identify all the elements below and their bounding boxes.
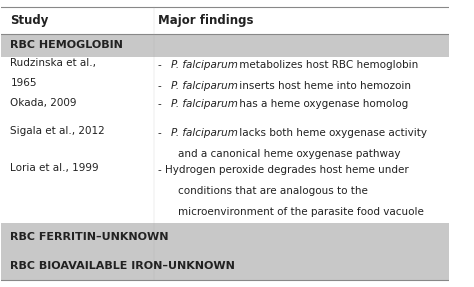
Text: RBC FERRITIN–UNKNOWN: RBC FERRITIN–UNKNOWN	[10, 232, 169, 242]
Text: metabolizes host RBC hemoglobin: metabolizes host RBC hemoglobin	[237, 60, 419, 70]
Text: and a canonical heme oxygenase pathway: and a canonical heme oxygenase pathway	[178, 149, 401, 159]
Text: P. falciparum: P. falciparum	[172, 100, 238, 109]
Text: -: -	[158, 60, 165, 70]
Text: Sigala et al., 2012: Sigala et al., 2012	[10, 127, 105, 136]
Text: P. falciparum: P. falciparum	[172, 128, 238, 138]
Text: Major findings: Major findings	[158, 14, 254, 27]
Text: conditions that are analogous to the: conditions that are analogous to the	[178, 186, 368, 196]
Text: Rudzinska et al.,: Rudzinska et al.,	[10, 58, 96, 68]
Text: inserts host heme into hemozoin: inserts host heme into hemozoin	[237, 81, 411, 91]
Text: - Hydrogen peroxide degrades host heme under: - Hydrogen peroxide degrades host heme u…	[158, 165, 409, 175]
Text: lacks both heme oxygenase activity: lacks both heme oxygenase activity	[237, 128, 428, 138]
FancyBboxPatch shape	[1, 223, 449, 251]
Text: -: -	[158, 100, 165, 109]
Text: -: -	[158, 81, 165, 91]
Text: RBC BIOAVAILABLE IRON–UNKNOWN: RBC BIOAVAILABLE IRON–UNKNOWN	[10, 261, 235, 271]
Text: microenvironment of the parasite food vacuole: microenvironment of the parasite food va…	[178, 208, 424, 218]
FancyBboxPatch shape	[1, 34, 449, 57]
Text: 1965: 1965	[10, 78, 37, 88]
Text: P. falciparum: P. falciparum	[172, 60, 238, 70]
Text: RBC HEMOGLOBIN: RBC HEMOGLOBIN	[10, 40, 123, 51]
Text: Study: Study	[10, 14, 49, 27]
Text: P. falciparum: P. falciparum	[172, 81, 238, 91]
Text: -: -	[158, 128, 165, 138]
Text: Okada, 2009: Okada, 2009	[10, 98, 77, 108]
Text: has a heme oxygenase homolog: has a heme oxygenase homolog	[237, 100, 409, 109]
FancyBboxPatch shape	[1, 251, 449, 280]
Text: Loria et al., 1999: Loria et al., 1999	[10, 163, 99, 173]
